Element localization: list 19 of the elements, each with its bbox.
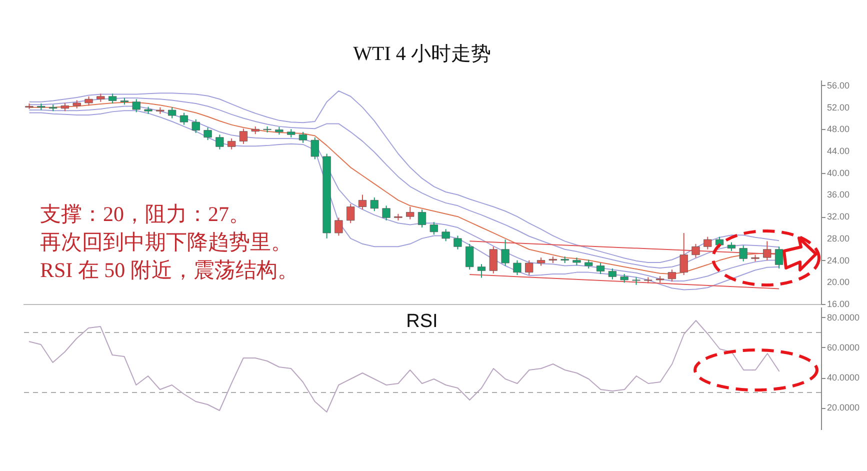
- y-tick-label: 16.00: [827, 299, 850, 309]
- y-tick-label: 52.00: [827, 102, 850, 112]
- y-tick-label: 80.0000: [827, 312, 860, 322]
- y-tick-label: 32.00: [827, 212, 850, 222]
- y-tick-label: 36.00: [827, 190, 850, 200]
- y-tick-label: 60.0000: [827, 342, 860, 352]
- annotation: RSI 在 50 附近，震荡结构。: [40, 257, 298, 284]
- y-tick-label: 48.00: [827, 124, 850, 134]
- y-tick-label: 44.00: [827, 146, 850, 156]
- y-tick-label: 24.00: [827, 255, 850, 266]
- chart-title: RSI: [406, 311, 438, 332]
- y-tick-label: 20.00: [827, 277, 850, 288]
- annotation: 再次回到中期下降趋势里。: [40, 229, 293, 256]
- y-tick-label: 28.00: [827, 233, 850, 244]
- y-tick-label: 40.00: [827, 168, 850, 178]
- y-tick-label: 56.00: [827, 80, 850, 90]
- annotation: 支撑：20，阻力：27。: [40, 201, 251, 228]
- y-tick-label: 20.0000: [827, 402, 860, 412]
- y-tick-label: 40.0000: [827, 372, 860, 382]
